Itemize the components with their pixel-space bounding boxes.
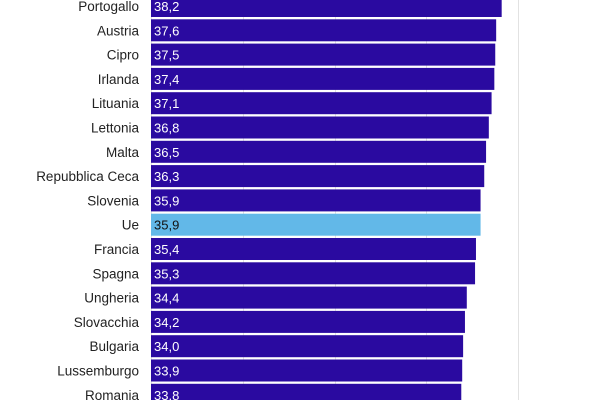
data-label: 35,3 [154, 266, 179, 281]
data-label: 33,8 [154, 388, 179, 400]
data-label: 37,4 [154, 72, 179, 87]
bar-bulgaria [151, 335, 464, 358]
data-label: 38,2 [154, 0, 179, 14]
category-label: Cipro [107, 48, 139, 63]
category-label: Slovenia [87, 193, 139, 208]
bar-repubblica-ceca [151, 165, 485, 188]
category-label: Lettonia [91, 121, 140, 136]
labels: Portogallo 38,2 Austria 37,6 Cipro 37,5 Irland… [36, 0, 179, 400]
data-label: 34,2 [154, 315, 179, 330]
category-label: Repubblica Ceca [36, 169, 139, 184]
data-label: 37,6 [154, 23, 179, 38]
bar-lussemburgo [151, 359, 463, 382]
bar-ue [151, 213, 481, 236]
category-label: Ue [122, 218, 139, 233]
category-label: Malta [106, 145, 140, 160]
bar-irlanda [151, 67, 495, 90]
bar-ungheria [151, 286, 467, 309]
data-label: 36,3 [154, 169, 179, 184]
data-label: 37,5 [154, 48, 179, 63]
category-label: Slovacchia [74, 315, 140, 330]
data-label: 36,8 [154, 121, 179, 136]
bar-cipro [151, 43, 496, 66]
data-label: 35,9 [154, 193, 179, 208]
bar-malta [151, 140, 487, 163]
bar-portogallo [151, 0, 502, 17]
data-label: 37,1 [154, 96, 179, 111]
data-label: 35,4 [154, 242, 179, 257]
bar-lettonia [151, 116, 489, 139]
category-label: Bulgaria [89, 339, 139, 354]
bar-spagna [151, 262, 476, 285]
category-label: Portogallo [78, 0, 139, 14]
category-label: Austria [97, 23, 140, 38]
bar-lituania [151, 92, 492, 115]
category-label: Spagna [92, 266, 139, 281]
category-label: Francia [94, 242, 140, 257]
data-label: 34,4 [154, 291, 179, 306]
bar-slovenia [151, 189, 481, 212]
bar-romania [151, 383, 462, 400]
data-label: 33,9 [154, 364, 179, 379]
category-label: Romania [85, 388, 140, 400]
bar-slovacchia [151, 310, 465, 333]
category-label: Lituania [92, 96, 140, 111]
category-label: Irlanda [98, 72, 140, 87]
bar-austria [151, 19, 497, 42]
data-label: 36,5 [154, 145, 179, 160]
data-label: 34,0 [154, 339, 179, 354]
data-label: 35,9 [154, 218, 179, 233]
category-label: Lussemburgo [57, 364, 139, 379]
bars [151, 0, 502, 400]
category-label: Ungheria [84, 291, 139, 306]
bar-francia [151, 238, 476, 260]
